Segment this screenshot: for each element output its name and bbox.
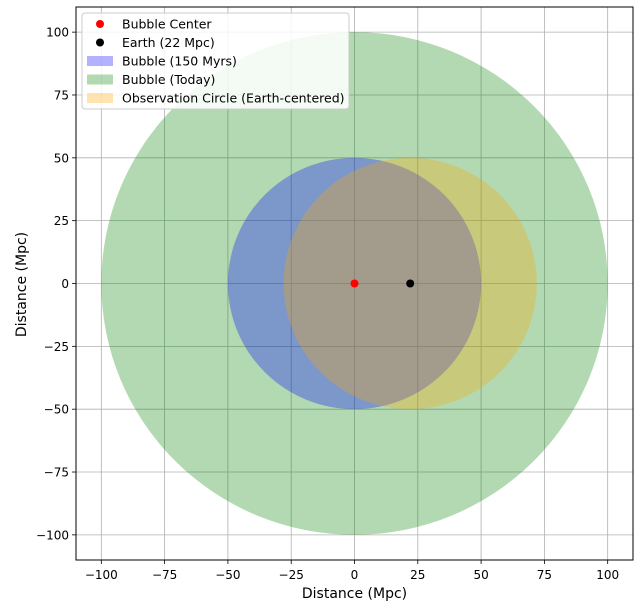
- legend-entry-label: Observation Circle (Earth-centered): [122, 91, 345, 106]
- y-tick-label: −75: [44, 466, 69, 480]
- legend: Bubble Center Earth (22 Mpc) Bubble (150 M…: [81, 12, 350, 110]
- legend-entry-label: Bubble (150 Myrs): [122, 54, 237, 69]
- legend-box: [81, 12, 350, 110]
- y-tick-label: 100: [46, 26, 69, 40]
- legend-entry-label: Earth (22 Mpc): [122, 35, 215, 50]
- x-tick-label: 0: [351, 568, 359, 582]
- plot-area: [101, 32, 608, 535]
- x-tick-label: −25: [279, 568, 304, 582]
- y-tick-label: 25: [54, 214, 69, 228]
- bubble-center-point: [350, 279, 359, 288]
- x-tick-label: 100: [596, 568, 619, 582]
- x-tick-label: 50: [473, 568, 488, 582]
- earth-22-mpc-point: [406, 279, 415, 288]
- y-tick-label: 50: [54, 151, 69, 165]
- x-tick-label: −75: [152, 568, 177, 582]
- y-tick-label: 75: [54, 88, 69, 102]
- x-tick-label: −100: [85, 568, 118, 582]
- y-tick-label: −100: [36, 528, 69, 542]
- x-tick-label: 25: [410, 568, 425, 582]
- x-tick-label: −50: [215, 568, 240, 582]
- observation-circle-earth-centered-legend-swatch: [87, 93, 113, 103]
- y-tick-label: −25: [44, 340, 69, 354]
- bubble-center-legend-marker: [96, 20, 104, 28]
- y-tick-label: 0: [61, 277, 69, 291]
- earth-22-mpc-legend-marker: [96, 38, 104, 47]
- x-axis-label: Distance (Mpc): [302, 586, 407, 602]
- bubble-150-myrs-legend-swatch: [87, 56, 113, 66]
- axis-ticks: −100 −75 −50 −25 0 25 50 75 100 −100 −75 −50 −25 0 25 5…: [36, 26, 619, 582]
- legend-entry-label: Bubble (Today): [122, 72, 215, 87]
- y-tick-label: −50: [44, 403, 69, 417]
- x-tick-label: 75: [537, 568, 552, 582]
- bubble-today-legend-swatch: [87, 74, 113, 85]
- y-axis-label: Distance (Mpc): [14, 232, 30, 337]
- legend-entry-label: Bubble Center: [122, 17, 212, 32]
